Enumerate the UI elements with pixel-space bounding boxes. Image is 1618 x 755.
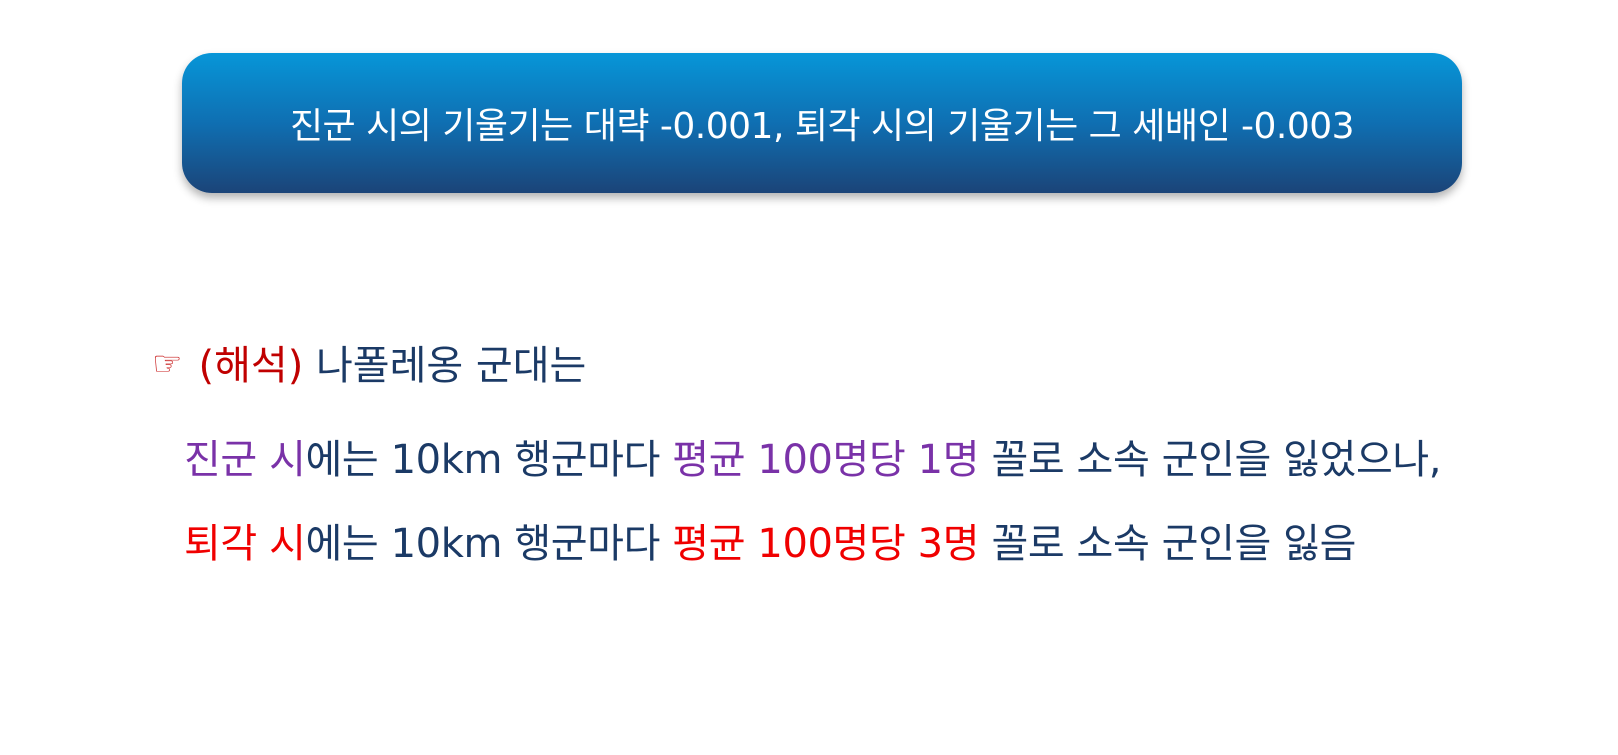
pointing-hand-icon: ☞ <box>152 344 183 384</box>
advance-rate: 평균 100명당 1명 <box>672 437 980 483</box>
retreat-line: 퇴각 시에는 10km 행군마다 평균 100명당 3명 꼴로 소속 군인을 잃… <box>184 516 1356 572</box>
retreat-label: 퇴각 시 <box>184 521 306 567</box>
heading-text: 나폴레옹 군대는 <box>303 343 587 389</box>
retreat-text: 에는 10km 행군마다 <box>305 521 673 567</box>
banner-text: 진군 시의 기울기는 대략 -0.001, 퇴각 시의 기울기는 그 세배인 -… <box>289 106 1355 147</box>
advance-tail: 꼴로 소속 군인을 잃었으나, <box>979 437 1442 483</box>
summary-banner: 진군 시의 기울기는 대략 -0.001, 퇴각 시의 기울기는 그 세배인 -… <box>182 53 1462 193</box>
interpretation-heading: ☞ (해석) 나폴레옹 군대는 <box>152 336 586 394</box>
retreat-tail: 꼴로 소속 군인을 잃음 <box>979 521 1356 567</box>
advance-label: 진군 시 <box>184 437 306 483</box>
advance-line: 진군 시에는 10km 행군마다 평균 100명당 1명 꼴로 소속 군인을 잃… <box>184 432 1442 488</box>
advance-text: 에는 10km 행군마다 <box>305 437 673 483</box>
retreat-rate: 평균 100명당 3명 <box>672 521 980 567</box>
interpretation-label: (해석) <box>198 343 304 389</box>
